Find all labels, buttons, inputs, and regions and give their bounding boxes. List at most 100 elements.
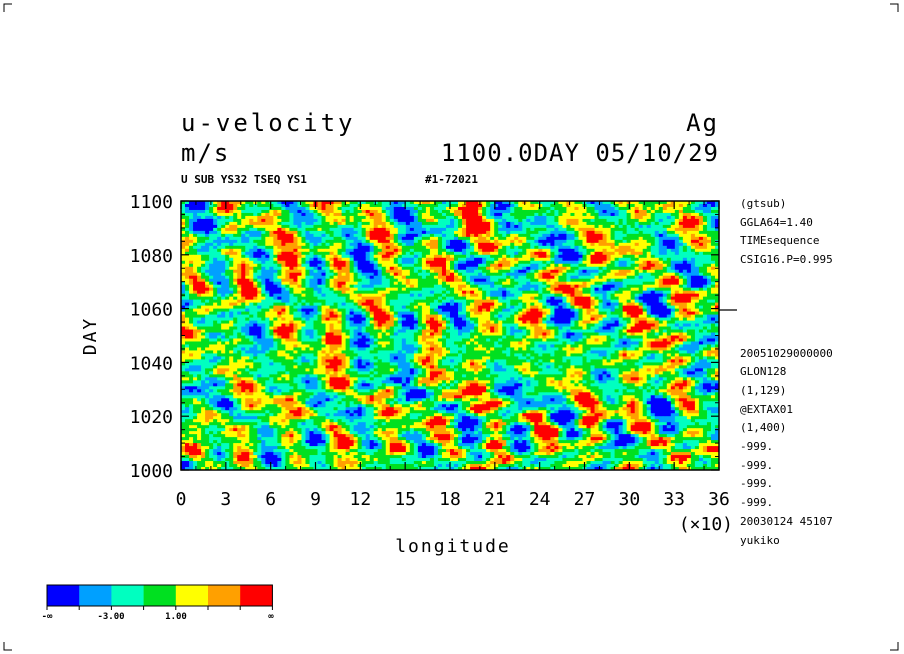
heatmap-cell	[594, 227, 599, 232]
heatmap-cell	[193, 260, 198, 265]
heatmap-cell	[498, 308, 503, 312]
heatmap-cell	[462, 272, 467, 277]
heatmap-cell	[297, 201, 302, 205]
heatmap-cell	[618, 233, 624, 238]
heatmap-cell	[626, 236, 632, 241]
heatmap-cell	[554, 260, 559, 265]
heatmap-cell	[421, 239, 427, 244]
heatmap-cell	[341, 284, 347, 289]
heatmap-cell	[606, 263, 611, 268]
heatmap-cell	[217, 218, 222, 223]
heatmap-cell	[325, 296, 330, 301]
heatmap-cell	[445, 305, 451, 309]
heatmap-cell	[546, 302, 551, 307]
heatmap-cell	[261, 284, 266, 289]
heatmap-cell	[610, 308, 616, 312]
heatmap-cell	[445, 233, 451, 238]
heatmap-cell	[702, 236, 708, 241]
heatmap-cell	[466, 281, 471, 286]
heatmap-cell	[397, 299, 403, 304]
heatmap-cell	[654, 215, 660, 220]
heatmap-cell	[353, 227, 359, 232]
heatmap-cell	[646, 284, 652, 289]
heatmap-cell	[494, 227, 499, 232]
heatmap-cell	[429, 227, 435, 232]
heatmap-cell	[257, 287, 262, 292]
heatmap-cell	[249, 251, 254, 256]
heatmap-cell	[634, 260, 640, 265]
heatmap-cell	[405, 224, 411, 229]
heatmap-cell	[205, 272, 210, 277]
heatmap-cell	[558, 215, 563, 220]
heatmap-cell	[273, 224, 278, 229]
heatmap-cell	[582, 308, 587, 312]
heatmap-cell	[417, 290, 423, 295]
heatmap-cell	[217, 296, 222, 301]
heatmap-cell	[281, 233, 286, 238]
heatmap-cell	[478, 257, 483, 262]
heatmap-cell	[281, 263, 286, 268]
heatmap-cell	[670, 218, 676, 223]
heatmap-cell	[538, 254, 543, 259]
heatmap-cell	[373, 206, 379, 211]
heatmap-cell	[413, 266, 419, 271]
heatmap-cell	[429, 201, 435, 205]
heatmap-cell	[381, 266, 387, 271]
heatmap-cell	[297, 212, 302, 217]
heatmap-cell	[301, 260, 306, 265]
heatmap-cell	[490, 299, 495, 304]
heatmap-cell	[389, 239, 395, 244]
heatmap-cell	[546, 221, 551, 226]
heatmap-cell	[285, 296, 290, 301]
heatmap-cell	[522, 284, 527, 289]
heatmap-cell	[506, 278, 511, 283]
heatmap-cell	[217, 212, 222, 217]
heatmap-cell	[506, 212, 511, 217]
heatmap-cell	[321, 212, 326, 217]
heatmap-cell	[526, 221, 531, 226]
heatmap-cell	[225, 245, 230, 250]
heatmap-cell	[566, 245, 571, 250]
heatmap-cell	[385, 209, 391, 214]
heatmap-cell	[393, 299, 399, 304]
heatmap-cell	[610, 221, 616, 226]
heatmap-cell	[237, 290, 242, 295]
heatmap-cell	[237, 281, 242, 286]
heatmap-cell	[241, 206, 246, 211]
heatmap-cell	[534, 230, 539, 235]
heatmap-cell	[574, 221, 579, 226]
heatmap-cell	[365, 203, 371, 208]
heatmap-cell	[470, 209, 475, 214]
heatmap-cell	[530, 236, 535, 241]
heatmap-cell	[706, 212, 712, 217]
heatmap-cell	[389, 278, 395, 283]
heatmap-cell	[197, 227, 202, 232]
heatmap-cell	[614, 260, 620, 265]
heatmap-cell	[594, 218, 599, 223]
heatmap-cell	[357, 230, 363, 235]
heatmap-cell	[329, 239, 334, 244]
heatmap-cell	[574, 260, 579, 265]
heatmap-cell	[578, 248, 583, 253]
heatmap-cell	[566, 263, 571, 268]
heatmap-cell	[313, 254, 318, 259]
heatmap-cell	[658, 212, 664, 217]
heatmap-cell	[181, 308, 186, 312]
heatmap-cell	[494, 233, 499, 238]
heatmap-cell	[361, 296, 367, 301]
heatmap-cell	[466, 284, 471, 289]
heatmap-cell	[201, 242, 206, 247]
heatmap-cell	[682, 299, 688, 304]
heatmap-cell	[526, 203, 531, 208]
heatmap-cell	[638, 293, 644, 298]
heatmap-cell	[425, 233, 431, 238]
heatmap-cell	[522, 239, 527, 244]
heatmap-cell	[297, 221, 302, 226]
heatmap-cell	[417, 245, 423, 250]
heatmap-cell	[466, 221, 471, 226]
heatmap-cell	[433, 263, 439, 268]
heatmap-cell	[474, 239, 479, 244]
heatmap-cell	[321, 242, 326, 247]
heatmap-cell	[526, 201, 531, 205]
heatmap-cell	[714, 290, 720, 295]
